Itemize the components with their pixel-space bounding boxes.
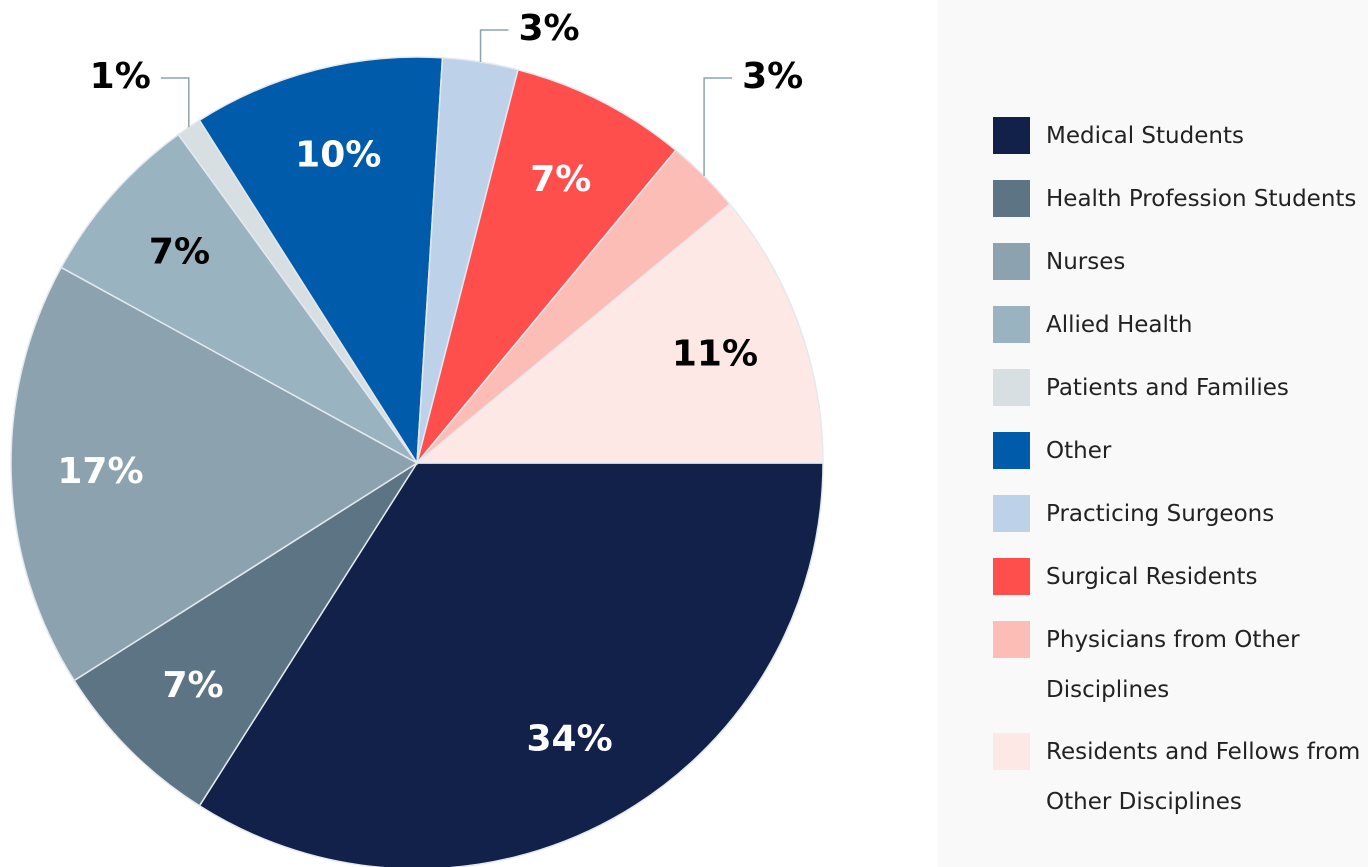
slice-label: 1% [90, 56, 151, 97]
legend-swatch [993, 180, 1030, 217]
slice-label: 10% [295, 134, 381, 175]
legend-item: Other [993, 432, 1366, 476]
legend-swatch [993, 733, 1030, 770]
legend-item: Nurses [993, 243, 1366, 287]
legend-label: Patients and Families [1046, 375, 1289, 401]
legend: Medical Students Health Profession Studen… [938, 0, 1368, 867]
legend-item: Patients and Families [993, 369, 1366, 413]
legend-label: Other [1046, 438, 1112, 464]
slice-label: 11% [672, 334, 758, 375]
pie-slice [60, 133, 418, 464]
pie-slice [416, 68, 677, 464]
legend-swatch [993, 432, 1030, 469]
legend-label: Practicing Surgeons [1046, 501, 1275, 527]
legend-item: Physicians from Other Disciplines [993, 621, 1366, 715]
leader-line [160, 77, 190, 128]
pie-slice [198, 462, 824, 867]
legend-item: Surgical Residents [993, 558, 1366, 602]
pie-slice [73, 462, 418, 807]
legend-item: Practicing Surgeons [993, 495, 1366, 539]
legend-swatch [993, 558, 1030, 595]
legend-label: Allied Health [1046, 312, 1193, 338]
leader-line [479, 29, 509, 62]
legend-swatch [993, 117, 1030, 154]
legend-label: Nurses [1046, 249, 1126, 275]
legend-item: Residents and Fellows from Other Discipl… [993, 733, 1366, 827]
legend-swatch [993, 495, 1030, 532]
slice-label: 7% [163, 665, 224, 706]
legend-item: Allied Health [993, 306, 1366, 350]
slice-label: 7% [149, 232, 210, 273]
legend-label: Health Profession Students [1046, 186, 1357, 212]
legend-swatch [993, 369, 1030, 406]
slice-label: 7% [530, 159, 591, 200]
leader-line [703, 77, 733, 176]
legend-label: Medical Students [1046, 123, 1244, 149]
legend-swatch [993, 306, 1030, 343]
slice-label: 3% [519, 8, 580, 49]
legend-swatch [993, 243, 1030, 280]
slice-label: 17% [57, 451, 143, 492]
legend-item: Medical Students [993, 117, 1366, 161]
legend-label: Surgical Residents [1046, 564, 1258, 590]
legend-label: Physicians from Other Disciplines [1046, 627, 1300, 703]
legend-label: Residents and Fellows from Other Discipl… [1046, 739, 1361, 815]
chart: 34% 7% 17% 7% 1% 10% 3% 7% 3% 11% [10, 8, 824, 867]
legend-swatch [993, 621, 1030, 658]
pie-slice [10, 266, 419, 682]
slice-label: 3% [742, 56, 803, 97]
pie-slice [414, 203, 824, 464]
slice-label: 34% [526, 719, 612, 760]
legend-item: Health Profession Students [993, 180, 1366, 224]
pie-slice [198, 56, 444, 466]
